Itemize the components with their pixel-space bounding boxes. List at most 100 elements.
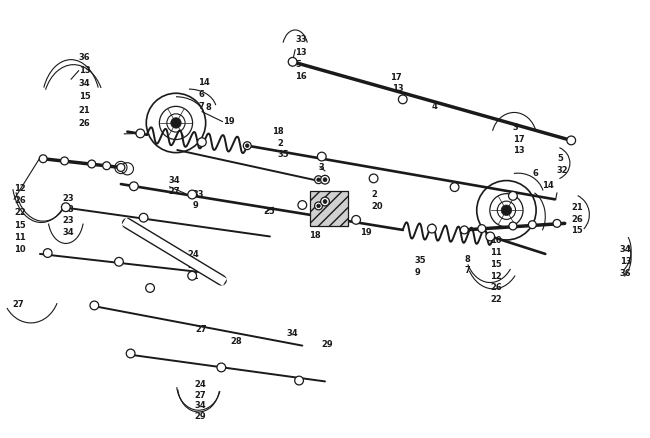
Text: 15: 15: [79, 92, 90, 101]
Circle shape: [501, 205, 512, 215]
Text: 19: 19: [223, 117, 234, 126]
Text: 13: 13: [79, 66, 90, 75]
Text: 5: 5: [295, 60, 301, 69]
Text: 33: 33: [193, 191, 204, 199]
Text: 29: 29: [321, 340, 333, 349]
Text: 14: 14: [542, 181, 554, 191]
Circle shape: [428, 224, 436, 233]
Text: 10: 10: [14, 245, 25, 254]
Text: 34: 34: [194, 401, 206, 410]
Circle shape: [450, 183, 459, 191]
Text: 15: 15: [14, 221, 26, 230]
Text: 16: 16: [295, 72, 307, 81]
Text: 27: 27: [194, 391, 206, 400]
Text: 19: 19: [360, 229, 372, 237]
Text: 3: 3: [513, 123, 519, 132]
Circle shape: [103, 162, 111, 170]
Text: 11: 11: [14, 233, 26, 242]
Text: 33: 33: [295, 35, 307, 45]
Text: 10: 10: [490, 237, 502, 245]
Circle shape: [39, 155, 47, 162]
Text: 26: 26: [79, 119, 90, 128]
Circle shape: [478, 225, 486, 233]
Text: 1: 1: [309, 220, 315, 229]
Text: 18: 18: [272, 127, 283, 136]
Text: 22: 22: [490, 295, 502, 304]
Text: 13: 13: [513, 146, 525, 155]
Circle shape: [198, 138, 206, 147]
Text: 6: 6: [198, 90, 204, 99]
Circle shape: [60, 157, 68, 165]
Circle shape: [129, 182, 138, 191]
Text: 35: 35: [415, 256, 426, 265]
Circle shape: [317, 152, 326, 161]
Text: 35: 35: [278, 150, 289, 159]
Circle shape: [288, 57, 297, 66]
Text: 13: 13: [393, 84, 404, 92]
Text: 14: 14: [198, 78, 210, 87]
Circle shape: [320, 175, 330, 184]
Circle shape: [398, 95, 407, 104]
Circle shape: [44, 249, 52, 258]
Text: 12: 12: [490, 272, 502, 281]
Circle shape: [508, 191, 517, 200]
Circle shape: [317, 204, 320, 208]
Text: 5: 5: [557, 154, 563, 163]
Text: 28: 28: [62, 205, 74, 214]
Text: 36: 36: [620, 268, 631, 278]
Text: 9: 9: [192, 201, 198, 210]
Text: 26: 26: [490, 283, 502, 293]
Circle shape: [136, 129, 145, 138]
Text: 22: 22: [14, 208, 26, 217]
Text: 7: 7: [464, 266, 470, 276]
Circle shape: [323, 200, 327, 204]
Text: 21: 21: [79, 106, 90, 115]
Circle shape: [315, 176, 322, 184]
Text: 34: 34: [168, 176, 180, 185]
Text: 24: 24: [187, 250, 199, 259]
Text: 2: 2: [278, 138, 283, 148]
Text: 34: 34: [79, 79, 90, 88]
Text: 28: 28: [230, 337, 242, 346]
Circle shape: [217, 363, 226, 372]
Text: 36: 36: [79, 53, 90, 62]
Text: 32: 32: [557, 166, 569, 175]
Text: 34: 34: [286, 329, 298, 338]
Circle shape: [139, 213, 148, 222]
Circle shape: [62, 203, 70, 212]
Text: 11: 11: [490, 248, 502, 257]
Text: 9: 9: [415, 268, 420, 277]
Circle shape: [171, 118, 181, 128]
Circle shape: [553, 219, 561, 227]
Text: 6: 6: [532, 169, 538, 178]
Circle shape: [323, 178, 327, 182]
Text: 20: 20: [372, 202, 383, 211]
Circle shape: [294, 376, 304, 385]
Circle shape: [90, 301, 99, 310]
Text: 7: 7: [198, 102, 203, 111]
Text: 18: 18: [309, 231, 320, 240]
Circle shape: [188, 272, 196, 280]
Circle shape: [246, 144, 249, 148]
Text: 15: 15: [490, 260, 502, 269]
Text: 3: 3: [318, 163, 324, 172]
Text: 34: 34: [62, 228, 74, 237]
Text: 25: 25: [263, 207, 275, 215]
Circle shape: [117, 163, 125, 171]
Circle shape: [369, 174, 378, 183]
Circle shape: [509, 222, 517, 230]
Text: 27: 27: [196, 325, 207, 333]
Text: 15: 15: [571, 226, 583, 235]
Circle shape: [298, 201, 307, 209]
Circle shape: [352, 215, 361, 224]
Text: 31: 31: [187, 272, 199, 281]
Circle shape: [315, 202, 322, 210]
Text: 23: 23: [62, 216, 74, 225]
Circle shape: [114, 258, 124, 266]
Text: 24: 24: [194, 381, 206, 389]
Text: 27: 27: [168, 187, 180, 196]
Text: 30: 30: [187, 261, 198, 270]
Text: 34: 34: [620, 245, 631, 254]
Text: 2: 2: [372, 191, 378, 199]
Text: 26: 26: [14, 196, 26, 205]
